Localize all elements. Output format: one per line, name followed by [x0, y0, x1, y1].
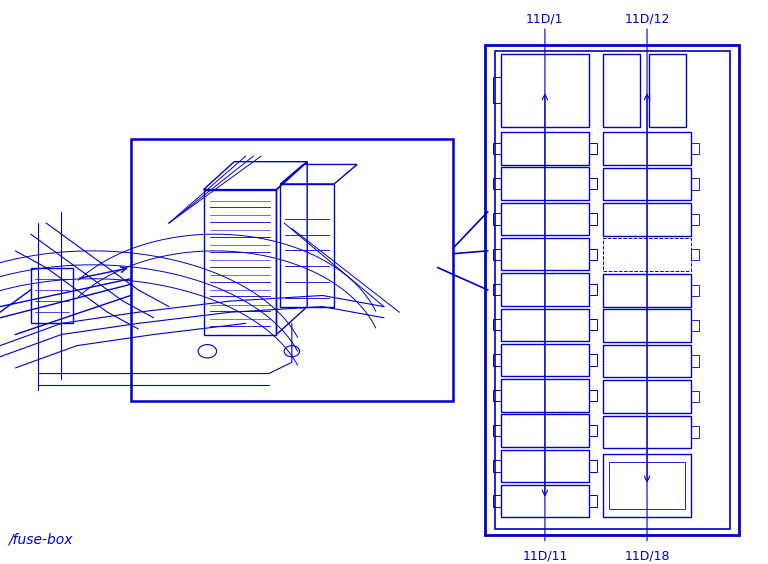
Bar — [589, 213, 597, 224]
Bar — [691, 426, 699, 438]
Text: /fuse-box: /fuse-box — [8, 532, 72, 547]
Bar — [501, 485, 589, 517]
Bar — [493, 77, 501, 103]
Bar — [131, 139, 453, 402]
Bar — [589, 178, 597, 190]
Bar — [603, 380, 691, 413]
Bar — [493, 460, 501, 472]
Text: 11D/1: 11D/1 — [526, 12, 564, 25]
Text: 11D/11: 11D/11 — [522, 549, 568, 562]
Bar — [280, 184, 334, 307]
Bar — [589, 460, 597, 472]
Bar — [691, 355, 699, 367]
Bar — [589, 390, 597, 401]
Bar — [493, 284, 501, 295]
Bar — [603, 416, 691, 448]
Bar — [691, 320, 699, 332]
Bar — [493, 143, 501, 154]
Bar — [501, 168, 589, 200]
Bar — [589, 249, 597, 260]
Bar — [603, 168, 691, 200]
Bar — [495, 51, 730, 528]
Bar — [493, 425, 501, 437]
Bar — [589, 495, 597, 507]
Bar — [204, 190, 276, 334]
Bar — [493, 390, 501, 401]
Bar — [493, 178, 501, 190]
Bar — [501, 344, 589, 376]
Bar — [691, 249, 699, 261]
Bar — [691, 178, 699, 190]
Bar — [589, 143, 597, 154]
Bar — [501, 54, 589, 126]
Bar — [589, 354, 597, 365]
Text: 11D/12: 11D/12 — [624, 12, 670, 25]
Bar — [589, 425, 597, 437]
Bar — [501, 309, 589, 341]
Bar — [501, 450, 589, 482]
Bar — [609, 462, 685, 509]
Bar — [501, 273, 589, 306]
Bar — [501, 379, 589, 412]
Bar — [649, 54, 686, 126]
Bar — [691, 391, 699, 402]
Bar — [501, 202, 589, 235]
Text: 11D/18: 11D/18 — [624, 549, 670, 562]
Bar — [691, 143, 699, 154]
Bar — [31, 267, 73, 323]
Bar — [493, 354, 501, 365]
Bar — [493, 249, 501, 260]
Bar — [493, 495, 501, 507]
Bar — [493, 319, 501, 331]
Bar — [589, 284, 597, 295]
Bar — [603, 345, 691, 377]
Bar — [603, 454, 691, 517]
Bar — [603, 274, 691, 307]
Bar — [603, 54, 640, 126]
Bar — [603, 239, 691, 271]
Bar — [501, 238, 589, 271]
Bar — [691, 214, 699, 225]
Bar — [603, 203, 691, 236]
Bar — [603, 132, 691, 165]
Bar — [589, 319, 597, 331]
Bar — [603, 309, 691, 342]
Bar — [501, 415, 589, 447]
Bar — [493, 213, 501, 224]
Bar — [501, 132, 589, 165]
Bar — [691, 284, 699, 296]
Bar — [485, 45, 739, 535]
